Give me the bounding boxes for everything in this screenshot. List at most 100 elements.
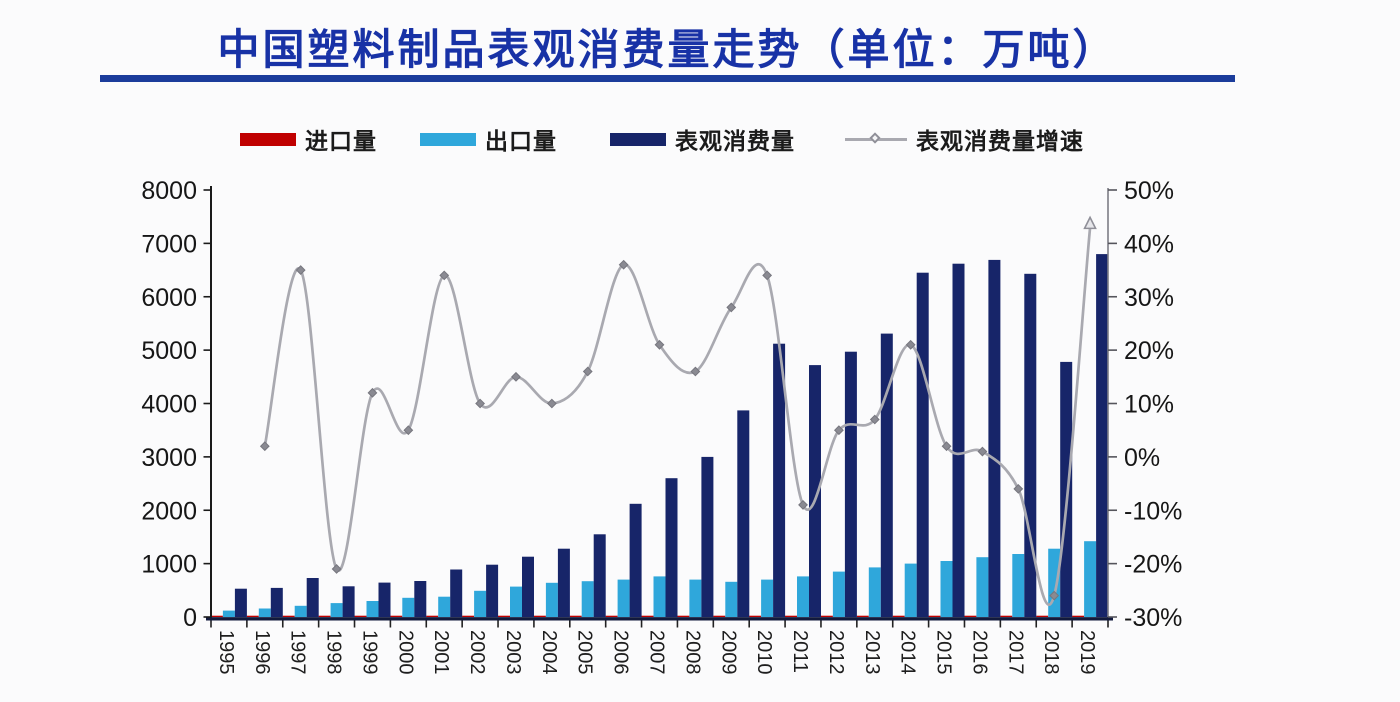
x-tick-label-2019: 2019 <box>1076 630 1098 675</box>
bar-import-2017 <box>1000 615 1013 617</box>
x-tick-label-2001: 2001 <box>430 630 452 675</box>
bar-export-2003 <box>510 586 522 617</box>
bar-import-1998 <box>318 615 331 617</box>
bar-consumption-2017 <box>1024 273 1037 617</box>
x-tick-label-2006: 2006 <box>610 630 632 675</box>
legend-label-growth: 表观消费量增速 <box>916 128 1084 154</box>
legend-swatch-import <box>240 132 296 146</box>
bar-import-2006 <box>605 615 618 617</box>
growth-marker-2007 <box>654 339 665 350</box>
y-right-tick-label-30%: 30% <box>1124 284 1174 312</box>
legend-label-consumption: 表观消费量 <box>675 128 795 154</box>
bar-export-2018 <box>1048 548 1061 617</box>
bar-export-2013 <box>868 567 881 617</box>
growth-marker-2004 <box>546 398 557 409</box>
bar-export-1997 <box>294 605 307 617</box>
bar-export-2010 <box>761 579 774 617</box>
title-underline <box>100 75 1235 82</box>
bar-import-2016 <box>964 615 977 617</box>
x-tick-label-2010: 2010 <box>753 630 775 675</box>
x-tick-label-2014: 2014 <box>897 630 919 675</box>
bar-consumption-2001 <box>450 569 463 617</box>
bar-import-2001 <box>426 615 439 617</box>
bar-import-2010 <box>749 615 762 617</box>
bar-consumption-2000 <box>414 581 427 617</box>
y-left-tick-label-5000: 5000 <box>141 337 197 365</box>
y-right-tick-label-0%: 0% <box>1124 444 1160 472</box>
bar-export-2008 <box>689 579 702 617</box>
bar-export-2011 <box>797 576 809 617</box>
x-tick-label-1997: 1997 <box>287 630 309 675</box>
bar-consumption-2004 <box>557 548 570 617</box>
bar-consumption-2016 <box>988 259 1001 617</box>
bar-consumption-1995 <box>234 588 247 617</box>
chart-title: 中国塑料制品表观消费量走势（单位：万吨） <box>217 26 1118 73</box>
growth-marker-1998 <box>331 564 342 574</box>
x-tick-label-2000: 2000 <box>394 630 416 675</box>
y-left-tick-label-0: 0 <box>183 604 197 632</box>
bar-import-1997 <box>282 615 295 617</box>
growth-marker-2014 <box>905 339 916 350</box>
x-tick-label-2008: 2008 <box>681 630 703 675</box>
x-tick-label-2004: 2004 <box>538 630 560 675</box>
bar-import-2008 <box>677 615 690 617</box>
bar-import-2018 <box>1036 615 1049 617</box>
y-left-tick-label-8000: 8000 <box>141 177 197 205</box>
growth-marker-2018 <box>1049 590 1060 601</box>
bar-import-2013 <box>856 615 869 617</box>
bar-consumption-2014 <box>916 272 929 617</box>
legend-swatch-export <box>420 132 476 146</box>
x-tick-label-1999: 1999 <box>358 630 380 675</box>
growth-marker-2006 <box>618 259 629 270</box>
bar-export-2016 <box>976 557 989 617</box>
growth-line-layer <box>259 215 1097 606</box>
growth-marker-2003 <box>511 371 521 382</box>
legend-growth-line-marker <box>845 131 907 144</box>
bar-consumption-2009 <box>737 410 750 617</box>
bar-export-2009 <box>725 581 738 617</box>
y-right-tick-label--20%: -20% <box>1124 551 1182 579</box>
bar-import-2009 <box>713 615 726 617</box>
bar-consumption-2018 <box>1060 361 1073 617</box>
y-left-tick-label-6000: 6000 <box>141 284 197 312</box>
y-right-tick-label-50%: 50% <box>1124 177 1174 205</box>
bar-consumption-2010 <box>773 343 786 617</box>
y-left-tick-label-2000: 2000 <box>141 497 197 525</box>
bar-import-2002 <box>462 615 475 617</box>
bar-export-2007 <box>653 576 666 617</box>
bar-import-2011 <box>785 615 797 617</box>
bar-export-2005 <box>581 581 594 617</box>
bar-import-2005 <box>569 615 582 617</box>
growth-marker-2012 <box>833 425 844 436</box>
y-right-tick-label--10%: -10% <box>1124 497 1182 525</box>
bar-import-2007 <box>641 615 654 617</box>
bar-import-2004 <box>533 615 546 617</box>
growth-marker-2017 <box>1013 483 1024 494</box>
y-left-tick-label-3000: 3000 <box>141 444 197 472</box>
growth-marker-2013 <box>869 414 880 425</box>
growth-marker-2001 <box>439 270 450 281</box>
bar-export-2004 <box>545 582 558 617</box>
consumption-bars-series <box>234 254 1109 617</box>
legend-item-growth: 表观消费量增速 <box>845 124 1084 154</box>
bar-export-1996 <box>258 608 271 617</box>
y-right-tick-label--30%: -30% <box>1124 604 1182 632</box>
legend-swatch-consumption <box>610 132 666 146</box>
x-tick-label-1998: 1998 <box>323 630 345 675</box>
bar-import-2012 <box>820 615 833 617</box>
bar-consumption-1997 <box>306 578 319 617</box>
bars-layer <box>210 254 1109 617</box>
bar-import-2019 <box>1072 615 1085 617</box>
bar-consumption-2012 <box>844 351 857 617</box>
y-left-tick-label-1000: 1000 <box>141 551 197 579</box>
bar-consumption-2008 <box>701 456 714 617</box>
bar-consumption-2005 <box>593 534 606 617</box>
bar-import-2003 <box>498 615 510 617</box>
bar-consumption-2011 <box>809 365 821 617</box>
x-tick-label-1996: 1996 <box>251 630 273 675</box>
legend-label-import: 进口量 <box>305 128 377 154</box>
bar-consumption-1996 <box>270 587 283 617</box>
growth-marker-2008 <box>690 366 701 377</box>
